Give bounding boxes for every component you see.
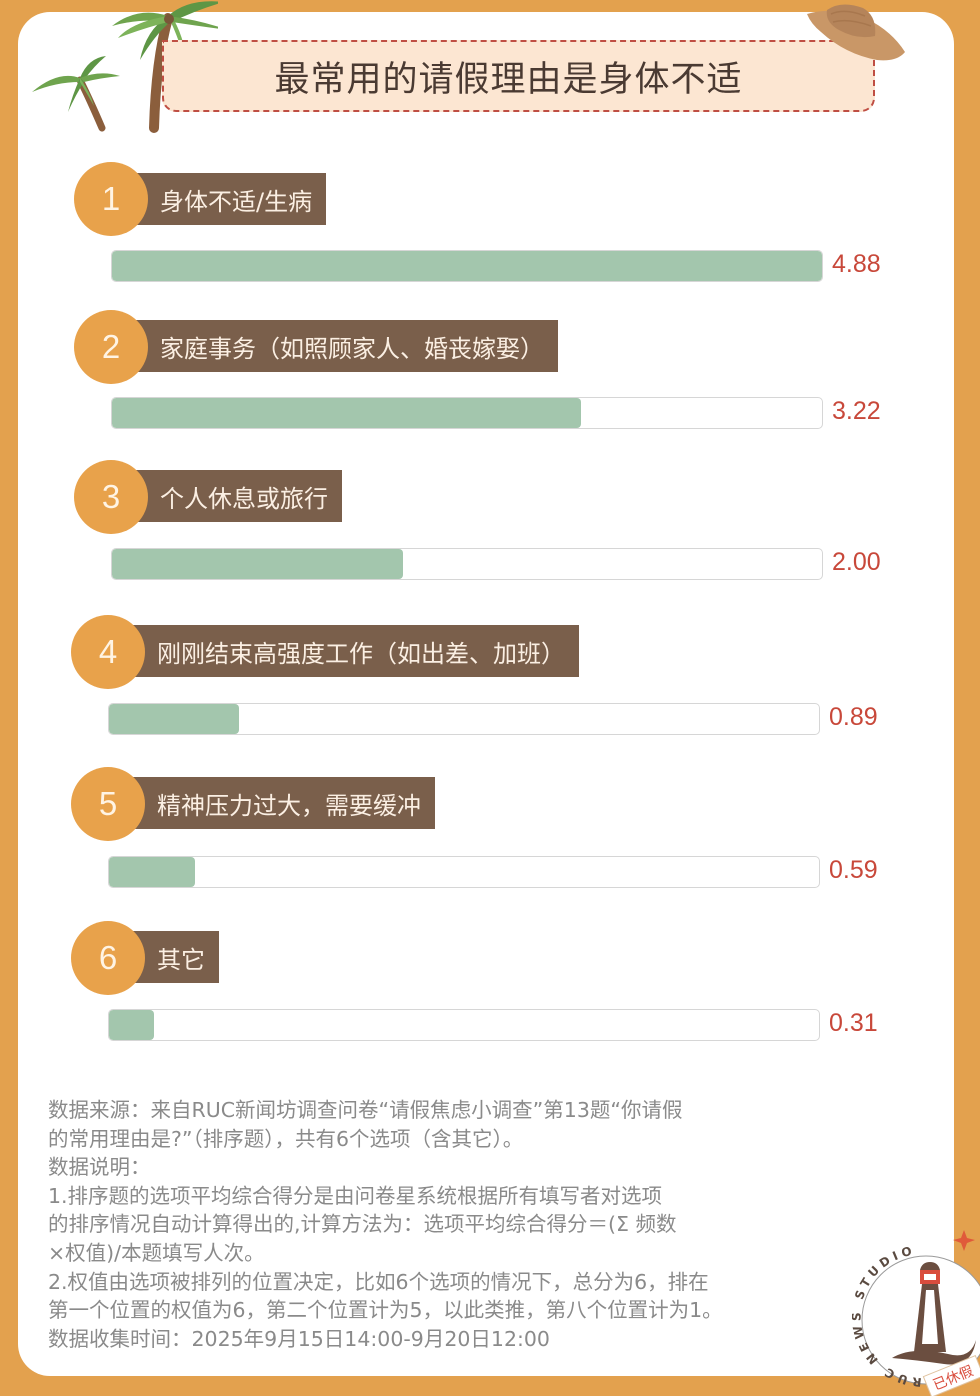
score-value: 0.31 <box>829 1009 878 1037</box>
title-banner: 最常用的请假理由是身体不适 <box>162 40 875 112</box>
score-bar-fill <box>109 1010 155 1040</box>
note-line: 2.权值由选项被排列的位置决定，比如6个选项的情况下，总分为6，排在 <box>48 1269 709 1294</box>
score-value: 0.59 <box>829 856 878 884</box>
reason-label: 精神压力过大，需要缓冲 <box>132 777 435 829</box>
note-line: 的常用理由是?”（排序题），共有6个选项（含其它）。 <box>48 1126 524 1151</box>
palm-trees-icon <box>32 1 218 133</box>
score-bar <box>108 703 820 735</box>
score-bar <box>111 250 823 282</box>
score-bar-fill <box>112 549 404 579</box>
rank-badge: 1 <box>74 162 148 236</box>
straw-hat-icon <box>807 4 905 61</box>
note-line: 数据来源：来自RUC新闻坊调查问卷“请假焦虑小调查”第13题“你请假 <box>48 1098 683 1122</box>
score-value: 4.88 <box>832 250 881 278</box>
note-line: 数据收集时间：2025年9月15日14:00-9月20日12:00 <box>48 1326 550 1351</box>
page-title: 最常用的请假理由是身体不适 <box>274 59 743 100</box>
score-bar-fill <box>109 857 195 887</box>
score-value: 2.00 <box>832 548 881 576</box>
reason-label: 其它 <box>132 931 219 983</box>
reason-label: 身体不适/生病 <box>135 173 327 225</box>
score-value: 3.22 <box>832 397 881 425</box>
score-bar-fill <box>112 251 822 281</box>
ruc-news-studio-logo-icon: RUC NEWS STUDIO 已休假 <box>852 1230 980 1396</box>
score-bar-fill <box>109 704 239 734</box>
reason-label: 刚刚结束高强度工作（如出差、加班） <box>132 625 579 677</box>
reason-label: 个人休息或旅行 <box>135 470 342 522</box>
rank-badge: 2 <box>74 310 148 384</box>
score-bar <box>111 548 823 580</box>
rank-badge: 6 <box>71 921 145 995</box>
score-bar-fill <box>112 398 581 428</box>
infographic-card <box>18 12 954 1376</box>
score-bar <box>108 1009 820 1041</box>
rank-badge: 4 <box>71 615 145 689</box>
note-line: 1.排序题的选项平均综合得分是由问卷星系统根据所有填写者对选项 <box>48 1183 663 1208</box>
score-bar <box>108 856 820 888</box>
reason-label: 家庭事务（如照顾家人、婚丧嫁娶） <box>135 320 558 372</box>
score-value: 0.89 <box>829 703 878 731</box>
rank-badge: 5 <box>71 767 145 841</box>
score-bar <box>111 397 823 429</box>
data-notes: 数据来源：来自RUC新闻坊调查问卷“请假焦虑小调查”第13题“你请假 的常用理由… <box>48 1096 788 1353</box>
note-line: 数据说明： <box>48 1155 151 1180</box>
note-line: ×权值)/本题填写人次。 <box>48 1240 265 1265</box>
note-line: 第一个位置的权值为6，第二个位置计为5，以此类推，第八个位置计为1。 <box>48 1298 723 1323</box>
note-line: 的排序情况自动计算得出的,计算方法为：选项平均综合得分＝(Σ 频数 <box>48 1212 677 1237</box>
rank-badge: 3 <box>74 460 148 534</box>
